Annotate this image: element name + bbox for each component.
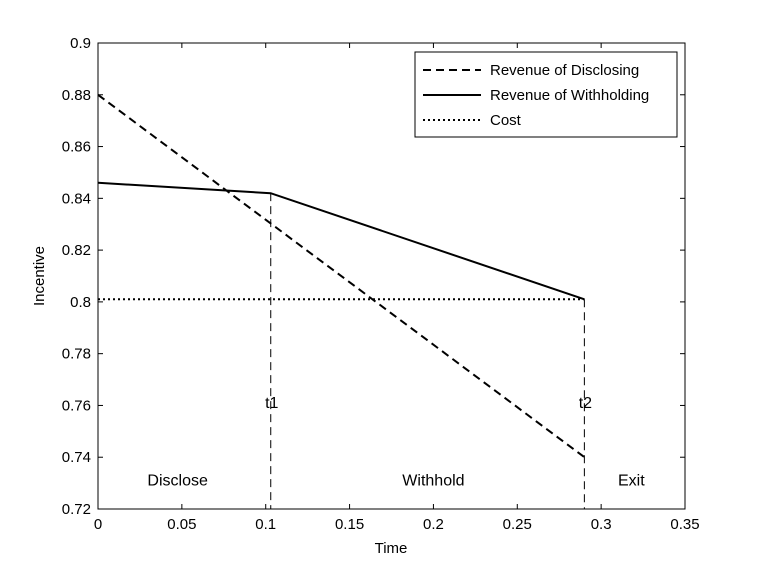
- y-tick-label: 0.84: [62, 190, 91, 207]
- legend: Revenue of Disclosing Revenue of Withhold…: [414, 51, 678, 138]
- legend-items: Revenue of Disclosing Revenue of Withhold…: [423, 62, 649, 129]
- y-tick-label: 0.86: [62, 139, 91, 156]
- y-tick-label: 0.72: [62, 501, 91, 518]
- data-series: [97, 93, 585, 459]
- series-line-1: [97, 93, 585, 459]
- y-tick-label: 0.9: [70, 35, 91, 52]
- x-tick-label: 0: [94, 516, 102, 533]
- x-tick-label: 0.25: [503, 516, 532, 533]
- x-tick-label: 0.35: [670, 516, 699, 533]
- y-axis-title: Incentive: [31, 246, 48, 306]
- x-tick-label: 0.1: [255, 516, 276, 533]
- annotations: Disclose Withhold Exit: [147, 473, 645, 490]
- series-line-2: [97, 181, 585, 301]
- marker-label-t1: t1: [265, 395, 278, 412]
- x-tick-label: 0.2: [423, 516, 444, 533]
- x-axis-title: Time: [375, 540, 408, 557]
- y-tick-label: 0.74: [62, 449, 91, 466]
- legend-label: Revenue of Withholding: [490, 87, 649, 104]
- region-label: Disclose: [147, 473, 208, 490]
- y-tick-label: 0.78: [62, 346, 91, 363]
- region-label: Exit: [618, 473, 645, 490]
- vertical-markers: t1 t2: [265, 193, 592, 509]
- y-tick-label: 0.8: [70, 294, 91, 311]
- y-tick-label: 0.88: [62, 87, 91, 104]
- axis-ticks: 0 0.05 0.1 0.15 0.2 0.25 0.3 0.35 0.72 0.74 0.76 0.…: [62, 35, 700, 533]
- x-tick-label: 0.3: [591, 516, 612, 533]
- legend-label: Revenue of Disclosing: [490, 62, 639, 79]
- legend-label: Cost: [490, 112, 522, 129]
- y-tick-label: 0.76: [62, 397, 91, 414]
- x-tick-label: 0.05: [167, 516, 196, 533]
- x-tick-label: 0.15: [335, 516, 364, 533]
- y-tick-label: 0.82: [62, 242, 91, 259]
- region-label: Withhold: [402, 473, 464, 490]
- marker-label-t2: t2: [579, 395, 592, 412]
